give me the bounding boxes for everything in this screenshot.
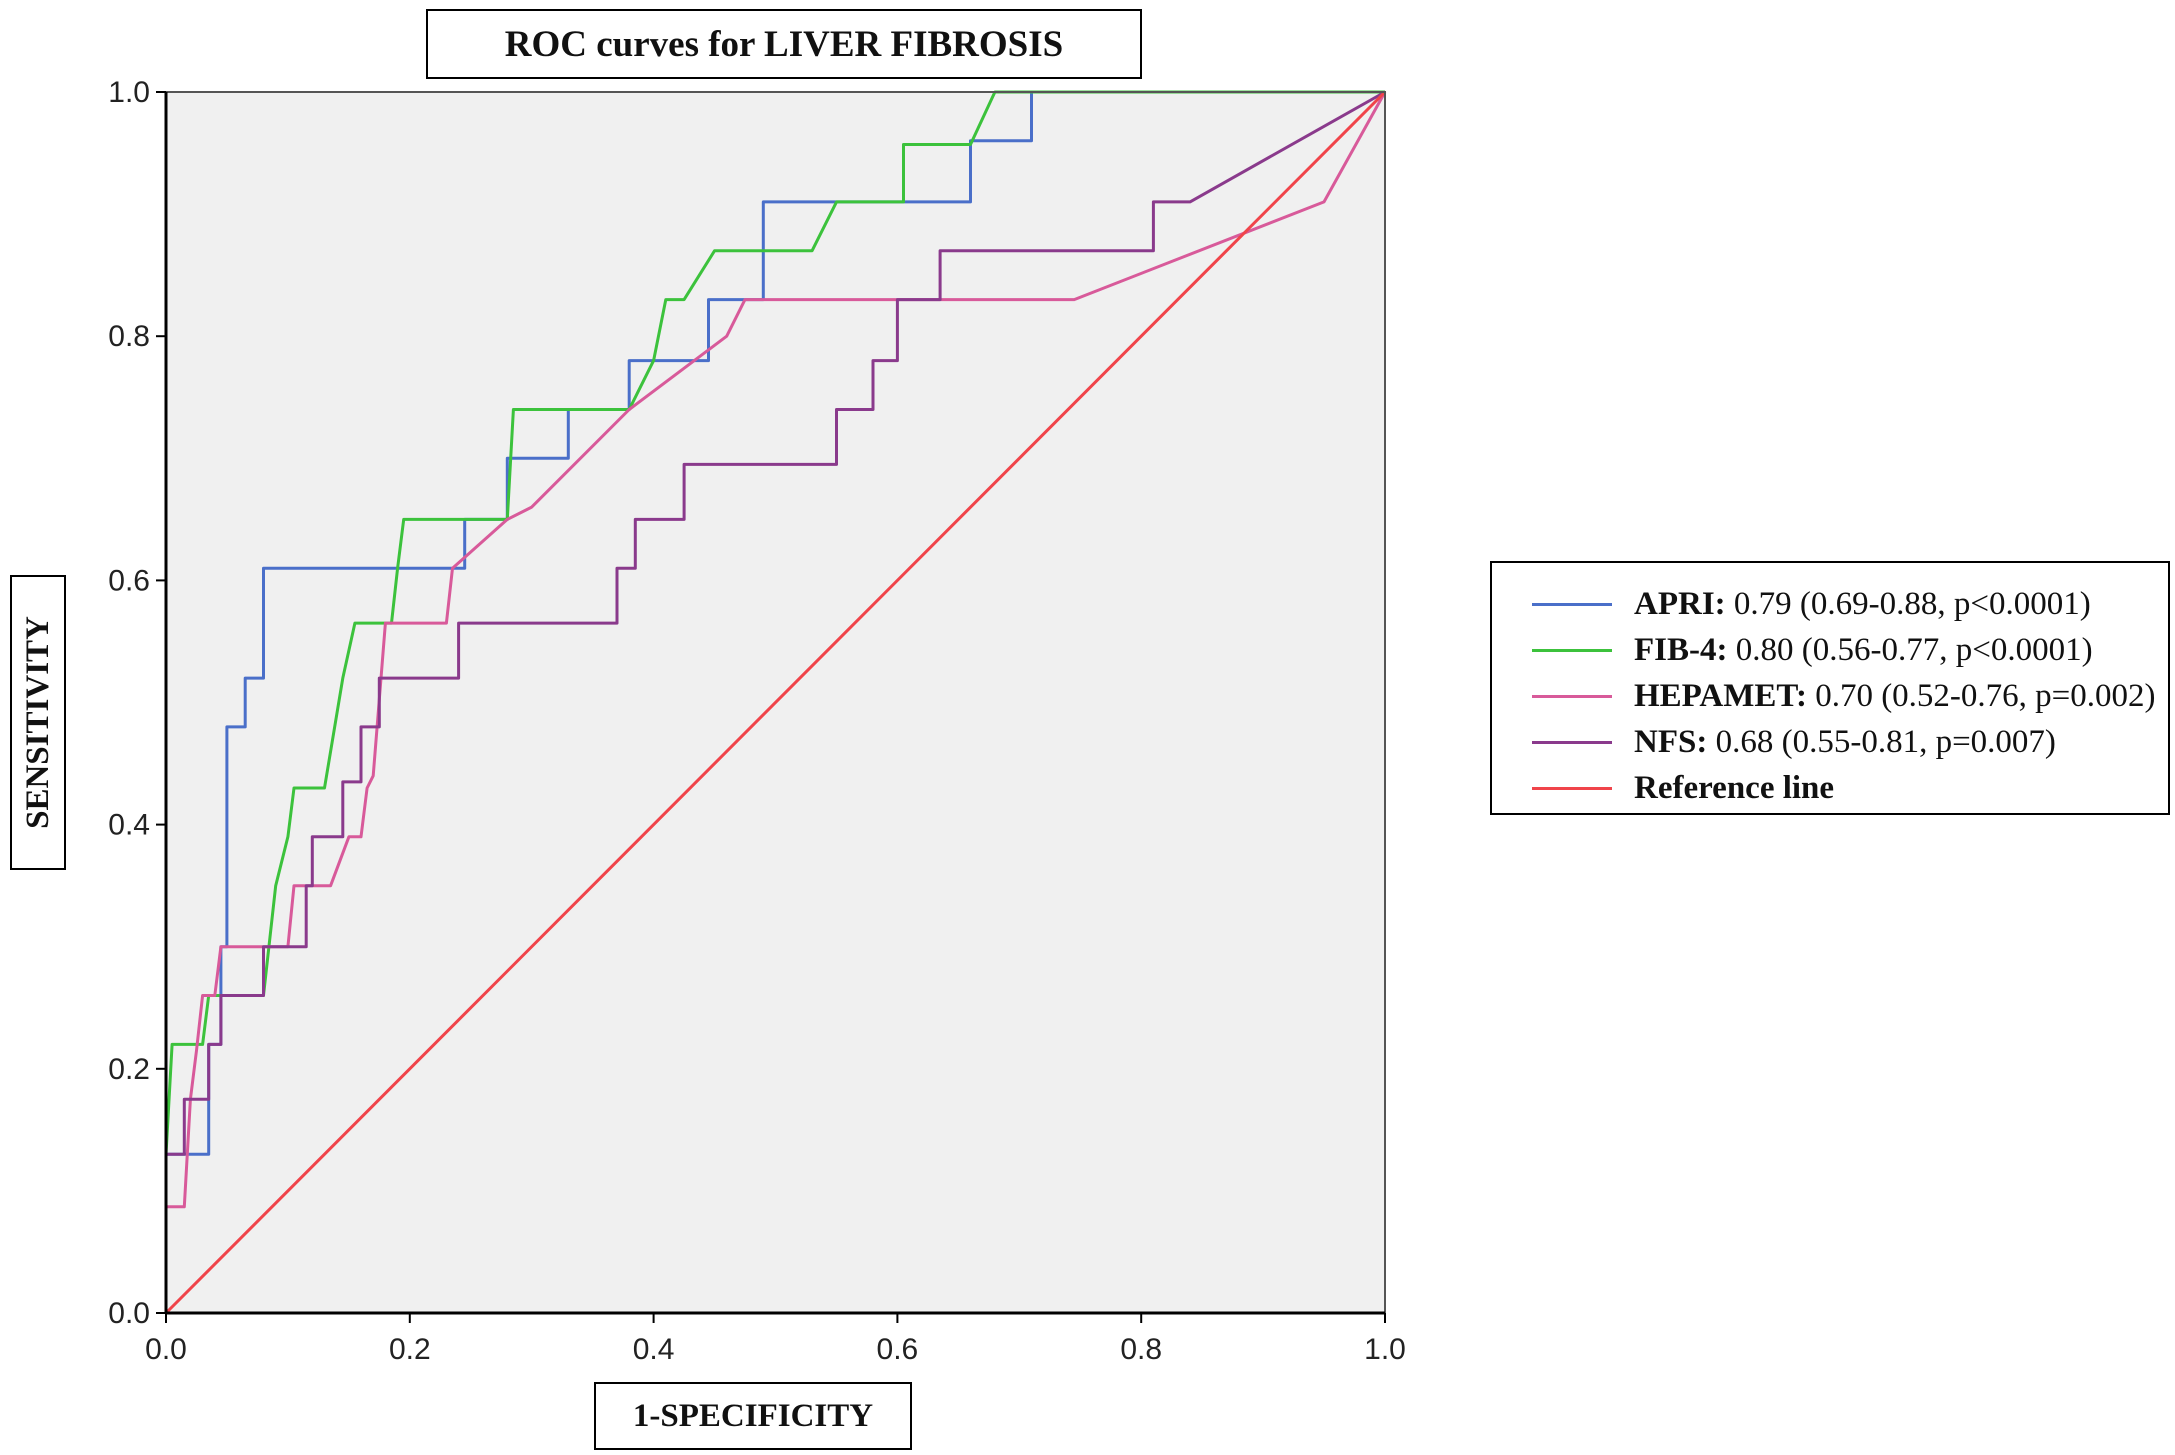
legend-item: HEPAMET: 0.70 (0.52-0.76, p=0.002) [1532,673,2168,719]
legend-series-detail: 0.80 (0.56-0.77, p<0.0001) [1727,631,2093,668]
y-axis-label: SENSITIVITY [10,575,66,870]
legend-label: FIB-4: 0.80 (0.56-0.77, p<0.0001) [1634,632,2093,669]
legend-item: FIB-4: 0.80 (0.56-0.77, p<0.0001) [1532,627,2168,673]
legend-series-detail: 0.68 (0.55-0.81, p=0.007) [1707,723,2056,760]
legend-label: HEPAMET: 0.70 (0.52-0.76, p=0.002) [1634,678,2156,715]
y-tick-label: 1.0 [108,76,150,109]
y-axis-label-text: SENSITIVITY [19,616,56,829]
series-line-4 [164,90,1387,1315]
legend-swatch [1532,694,1612,698]
legend-series-name: HEPAMET: [1634,677,1807,714]
x-tick-label: 0.8 [1120,1333,1162,1366]
x-tick-label: 0.4 [633,1333,675,1366]
legend-series-name: NFS: [1634,723,1708,760]
legend-series-detail: 0.79 (0.69-0.88, p<0.0001) [1725,585,2091,622]
axes [164,91,1386,1315]
legend-series-name: FIB-4: [1634,631,1728,668]
x-tick-label: 0.0 [145,1333,187,1366]
y-tick-label: 0.0 [108,1297,150,1330]
legend-series-detail: 0.70 (0.52-0.76, p=0.002) [1806,677,2156,714]
legend-swatch [1532,648,1612,652]
x-tick-label: 0.2 [389,1333,431,1366]
legend-swatch [1532,602,1612,606]
legend-label: APRI: 0.79 (0.69-0.88, p<0.0001) [1634,586,2091,623]
legend-item: NFS: 0.68 (0.55-0.81, p=0.007) [1532,719,2168,765]
series-line-2 [164,91,1387,1313]
x-axis-label: 1-SPECIFICITY [594,1382,912,1450]
chart-title-text: ROC curves for LIVER FIBROSIS [504,23,1064,65]
series-line-3 [164,90,1386,1313]
legend-series-name: APRI: [1634,585,1726,622]
legend-label: NFS: 0.68 (0.55-0.81, p=0.007) [1634,724,2056,761]
y-tick-label: 0.2 [108,1053,150,1086]
legend-item: APRI: 0.79 (0.69-0.88, p<0.0001) [1532,581,2168,627]
tick-labels: 0.0 0.2 0.4 0.6 0.8 1.0 0.0 0.2 0.4 0.6 0.8 1.0 [108,76,1406,1366]
legend: APRI: 0.79 (0.69-0.88, p<0.0001) FIB-4: 0… [1490,561,2170,815]
legend-swatch [1532,740,1612,744]
x-tick-label: 1.0 [1364,1333,1406,1366]
legend-item: Reference line [1532,765,2168,811]
chart-title: ROC curves for LIVER FIBROSIS [426,9,1142,79]
legend-list: APRI: 0.79 (0.69-0.88, p<0.0001) FIB-4: 0… [1532,581,2168,811]
roc-curves [164,90,1387,1315]
y-tick-label: 0.6 [108,564,150,597]
y-tick-label: 0.4 [108,809,150,842]
legend-swatch [1532,786,1612,790]
legend-series-name: Reference line [1634,769,1835,806]
y-tick-label: 0.8 [108,320,150,353]
x-tick-label: 0.6 [877,1333,919,1366]
x-axis-label-text: 1-SPECIFICITY [632,1397,874,1434]
legend-label: Reference line [1634,770,1834,807]
